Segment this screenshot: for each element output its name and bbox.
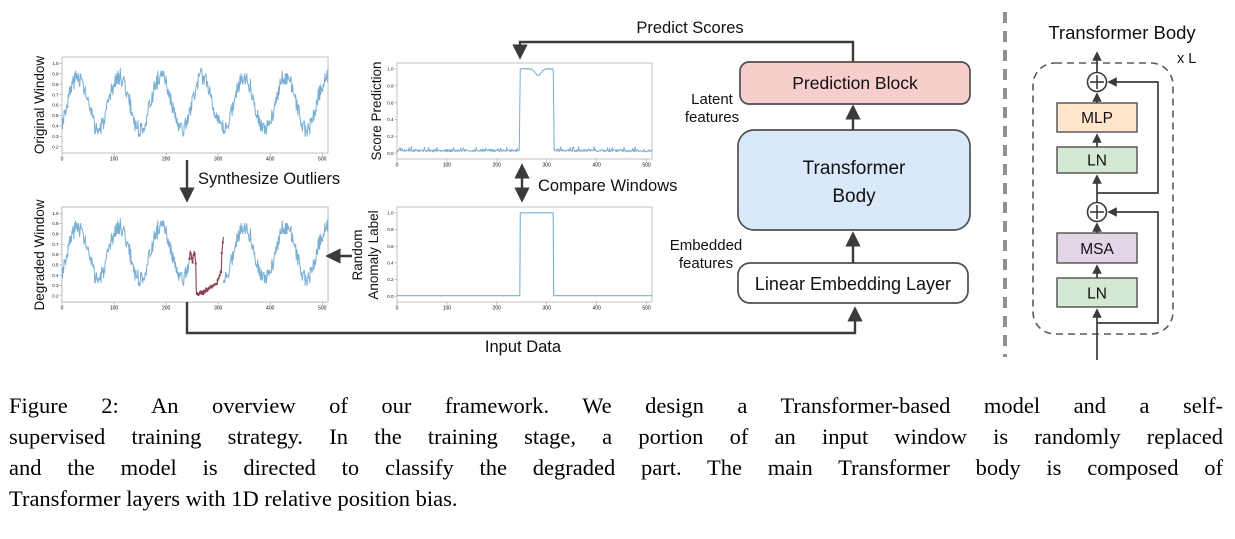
svg-text:400: 400 [266,157,275,163]
svg-text:300: 300 [543,163,552,169]
svg-text:0.2: 0.2 [387,277,394,282]
svg-text:400: 400 [592,306,601,312]
predict-scores-label: Predict Scores [636,19,743,37]
svg-text:200: 200 [162,157,171,163]
transformer-layer-frame [1032,62,1174,335]
svg-text:0: 0 [396,306,399,312]
transformer-body-box [737,129,971,231]
svg-text:500: 500 [318,306,327,312]
svg-text:0.2: 0.2 [52,294,59,299]
random-anomaly-ylabel-line2: Anomaly Label [366,210,381,299]
linear-embedding-label: Linear Embedding Layer [755,274,951,294]
svg-text:0.6: 0.6 [52,252,59,257]
svg-text:100: 100 [110,306,119,312]
transformer-body-label-line2: Body [832,186,876,207]
original-window-plot: 0 100 200 300 400 500 0.2 0.3 0.4 0.5 0.6 0.7 0.8 0.9… [52,56,329,163]
svg-text:0.9: 0.9 [52,221,59,226]
svg-text:0.8: 0.8 [387,227,394,232]
svg-text:300: 300 [214,306,223,312]
svg-text:0.4: 0.4 [52,273,59,278]
figure-caption: Figure 2: An overview of our framework. … [0,368,1235,514]
embedded-features-label-line2: features [679,255,733,272]
embedded-features-label-line1: Embedded [670,237,743,254]
svg-text:0.6: 0.6 [387,100,394,105]
svg-text:0.8: 0.8 [387,83,394,88]
mlp-label: MLP [1081,110,1113,127]
svg-text:1.0: 1.0 [387,67,394,72]
degraded-window-ylabel: Degraded Window [32,199,47,310]
ln-top-box [1056,146,1138,174]
svg-text:100: 100 [110,157,119,163]
add-icon-bottom [1086,201,1108,223]
svg-text:100: 100 [443,306,452,312]
ln-top-label: LN [1087,153,1107,170]
svg-text:0.2: 0.2 [52,144,59,149]
svg-text:500: 500 [318,157,327,163]
svg-text:500: 500 [642,306,651,312]
score-prediction-plot: 0 100 200 300 400 500 0.0 0.2 0.4 0.6 0.8 1.0 [387,62,653,169]
svg-text:0.5: 0.5 [52,113,59,118]
svg-text:1.0: 1.0 [387,211,394,216]
input-data-connector [185,302,863,335]
caption-line-4: Transformer layers with 1D relative posi… [9,486,458,511]
random-anomaly-ylabel-line1: Random [350,229,365,280]
svg-text:100: 100 [443,163,452,169]
svg-text:0.3: 0.3 [52,134,59,139]
svg-text:300: 300 [543,306,552,312]
transformer-body-label-line1: Transformer [803,158,906,179]
synthesize-outliers-label: Synthesize Outliers [198,170,340,188]
prediction-block-label: Prediction Block [792,73,918,93]
compare-windows-label: Compare Windows [538,177,677,195]
svg-text:0.0: 0.0 [387,294,394,299]
svg-text:0.9: 0.9 [52,71,59,76]
svg-text:0.8: 0.8 [52,82,59,87]
svg-text:0.2: 0.2 [387,134,394,139]
ln-bottom-label: LN [1087,286,1107,303]
msa-label: MSA [1080,241,1114,258]
svg-text:400: 400 [266,306,275,312]
svg-text:0.3: 0.3 [52,283,59,288]
msa-residual-connector [1097,207,1159,324]
svg-text:0.6: 0.6 [387,244,394,249]
svg-text:200: 200 [493,306,502,312]
prediction-block-box [739,61,971,105]
svg-text:400: 400 [592,163,601,169]
svg-text:0: 0 [396,163,399,169]
svg-text:0.8: 0.8 [52,232,59,237]
svg-text:500: 500 [642,163,651,169]
repeat-times-label: x L [1177,51,1196,67]
mlp-residual-connector [1097,77,1159,194]
original-window-ylabel: Original Window [32,56,47,155]
svg-text:200: 200 [162,306,171,312]
svg-text:0: 0 [61,306,64,312]
degraded-window-plot: 0 100 200 300 400 500 0.2 0.3 0.4 0.5 0.6 0.7 0.8 0.9… [52,206,329,312]
svg-text:0.7: 0.7 [52,92,59,97]
svg-text:0.5: 0.5 [52,263,59,268]
svg-text:0.4: 0.4 [52,124,59,129]
svg-text:1.0: 1.0 [52,61,59,66]
latent-features-label-line2: features [685,109,739,126]
input-data-label: Input Data [485,338,562,356]
svg-text:0.0: 0.0 [387,151,394,156]
score-prediction-ylabel: Score Prediction [369,61,384,160]
transformer-detail-title: Transformer Body [1048,22,1196,43]
svg-text:0.4: 0.4 [387,117,394,122]
predict-scores-connector [512,40,855,62]
svg-text:0.6: 0.6 [52,103,59,108]
svg-text:200: 200 [493,163,502,169]
mlp-box [1056,102,1138,133]
svg-text:0.7: 0.7 [52,242,59,247]
svg-text:1.0: 1.0 [52,211,59,216]
caption-line-2: supervised training strategy. In the tra… [9,424,1223,449]
caption-line-1: Figure 2: An overview of our framework. … [9,393,1223,418]
svg-text:0.4: 0.4 [387,261,394,266]
svg-text:300: 300 [214,157,223,163]
caption-line-3: and the model is directed to classify th… [9,455,1223,480]
svg-text:0: 0 [61,157,64,163]
framework-figure: 0 100 200 300 400 500 0.2 0.3 0.4 0.5 0.6 0.7 0.8 0.9… [32,12,1196,360]
add-icon-top [1086,71,1108,93]
random-anomaly-label-plot: 0 100 200 300 400 500 0.0 0.2 0.4 0.6 0.8 1.0 [387,206,653,312]
latent-features-label-line1: Latent [691,91,734,108]
